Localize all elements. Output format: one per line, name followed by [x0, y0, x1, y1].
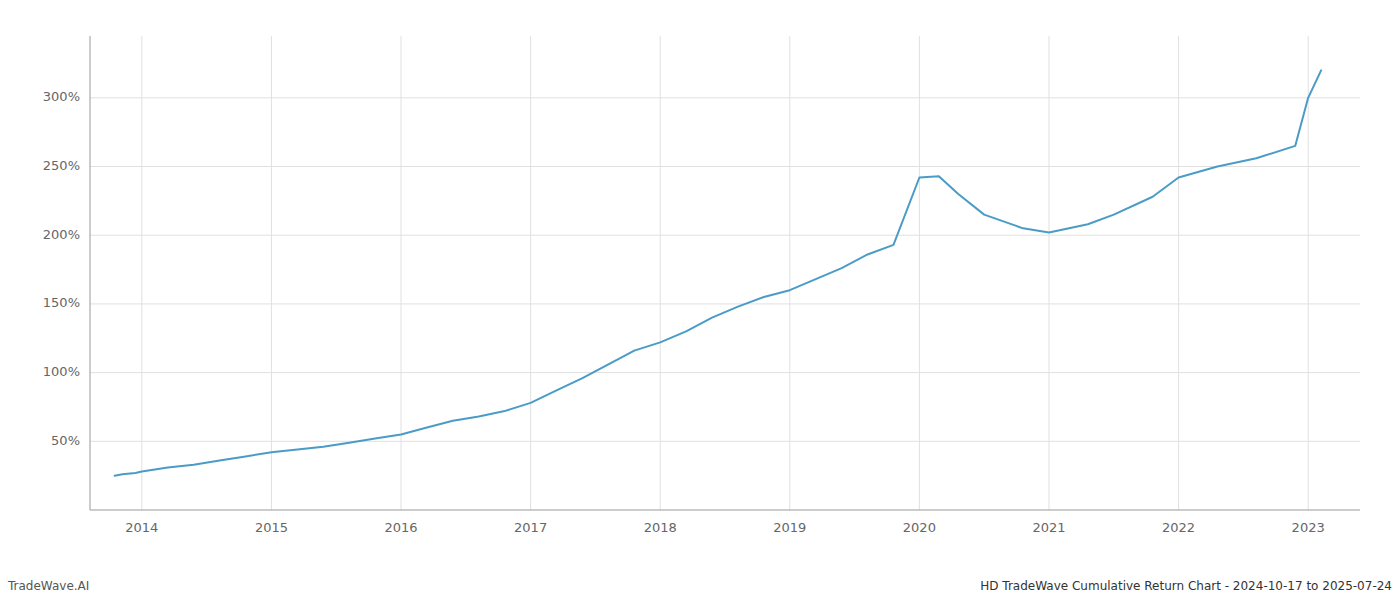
- line: [115, 70, 1322, 475]
- y-grid-line: [90, 372, 1360, 373]
- x-tick-label: 2017: [514, 520, 547, 535]
- series-group: [115, 70, 1322, 475]
- x-grid-line: [660, 36, 661, 510]
- x-tick-label: 2023: [1292, 520, 1325, 535]
- annotation: TradeWave.AI: [7, 579, 89, 593]
- texts: TradeWave.AI HD TradeWave Cumulative Retu…: [7, 579, 1392, 593]
- x-grid-line: [530, 36, 531, 510]
- x-grid-line: [1178, 36, 1179, 510]
- page: {"chart_data": {"type": "line", "title":…: [0, 0, 1400, 600]
- y-tick-label: 250%: [43, 158, 80, 173]
- y-tick-label: 50%: [51, 433, 80, 448]
- x-tick-label: 2022: [1162, 520, 1195, 535]
- x-grid-line: [1048, 36, 1049, 510]
- y-tick-label: 150%: [43, 295, 80, 310]
- x-grid-line: [401, 36, 402, 510]
- y-grid-line: [90, 235, 1360, 236]
- x-grid-line: [271, 36, 272, 510]
- y-grid-line: [90, 97, 1360, 98]
- y-tick-label: 200%: [43, 227, 80, 242]
- x-tick-label: 2021: [1032, 520, 1065, 535]
- grid: [90, 36, 1360, 510]
- x-grid-line: [141, 36, 142, 510]
- y-grid-line: [90, 303, 1360, 304]
- x-tick-label: 2014: [125, 520, 158, 535]
- y-axis-line: [90, 36, 91, 510]
- title: HD TradeWave Cumulative Return Chart - 2…: [980, 579, 1392, 593]
- axes: 50% 100% 150% 200% 250% 300% 2014 2015 2016 2017 2…: [43, 36, 1360, 535]
- x-grid-line: [789, 36, 790, 510]
- x-tick-label: 2015: [255, 520, 288, 535]
- x-tick-label: 2020: [903, 520, 936, 535]
- y-grid-line: [90, 166, 1360, 167]
- y-tick-label: 100%: [43, 364, 80, 379]
- x-tick-label: 2019: [773, 520, 806, 535]
- x-axis-line: [90, 510, 1360, 511]
- x-tick-label: 2018: [644, 520, 677, 535]
- chart: 50% 100% 150% 200% 250% 300% 2014 2015 2016 2017 2…: [0, 0, 1400, 600]
- x-tick-label: 2016: [384, 520, 417, 535]
- x-grid-line: [919, 36, 920, 510]
- y-grid-line: [90, 441, 1360, 442]
- y-tick-label: 300%: [43, 89, 80, 104]
- x-grid-line: [1308, 36, 1309, 510]
